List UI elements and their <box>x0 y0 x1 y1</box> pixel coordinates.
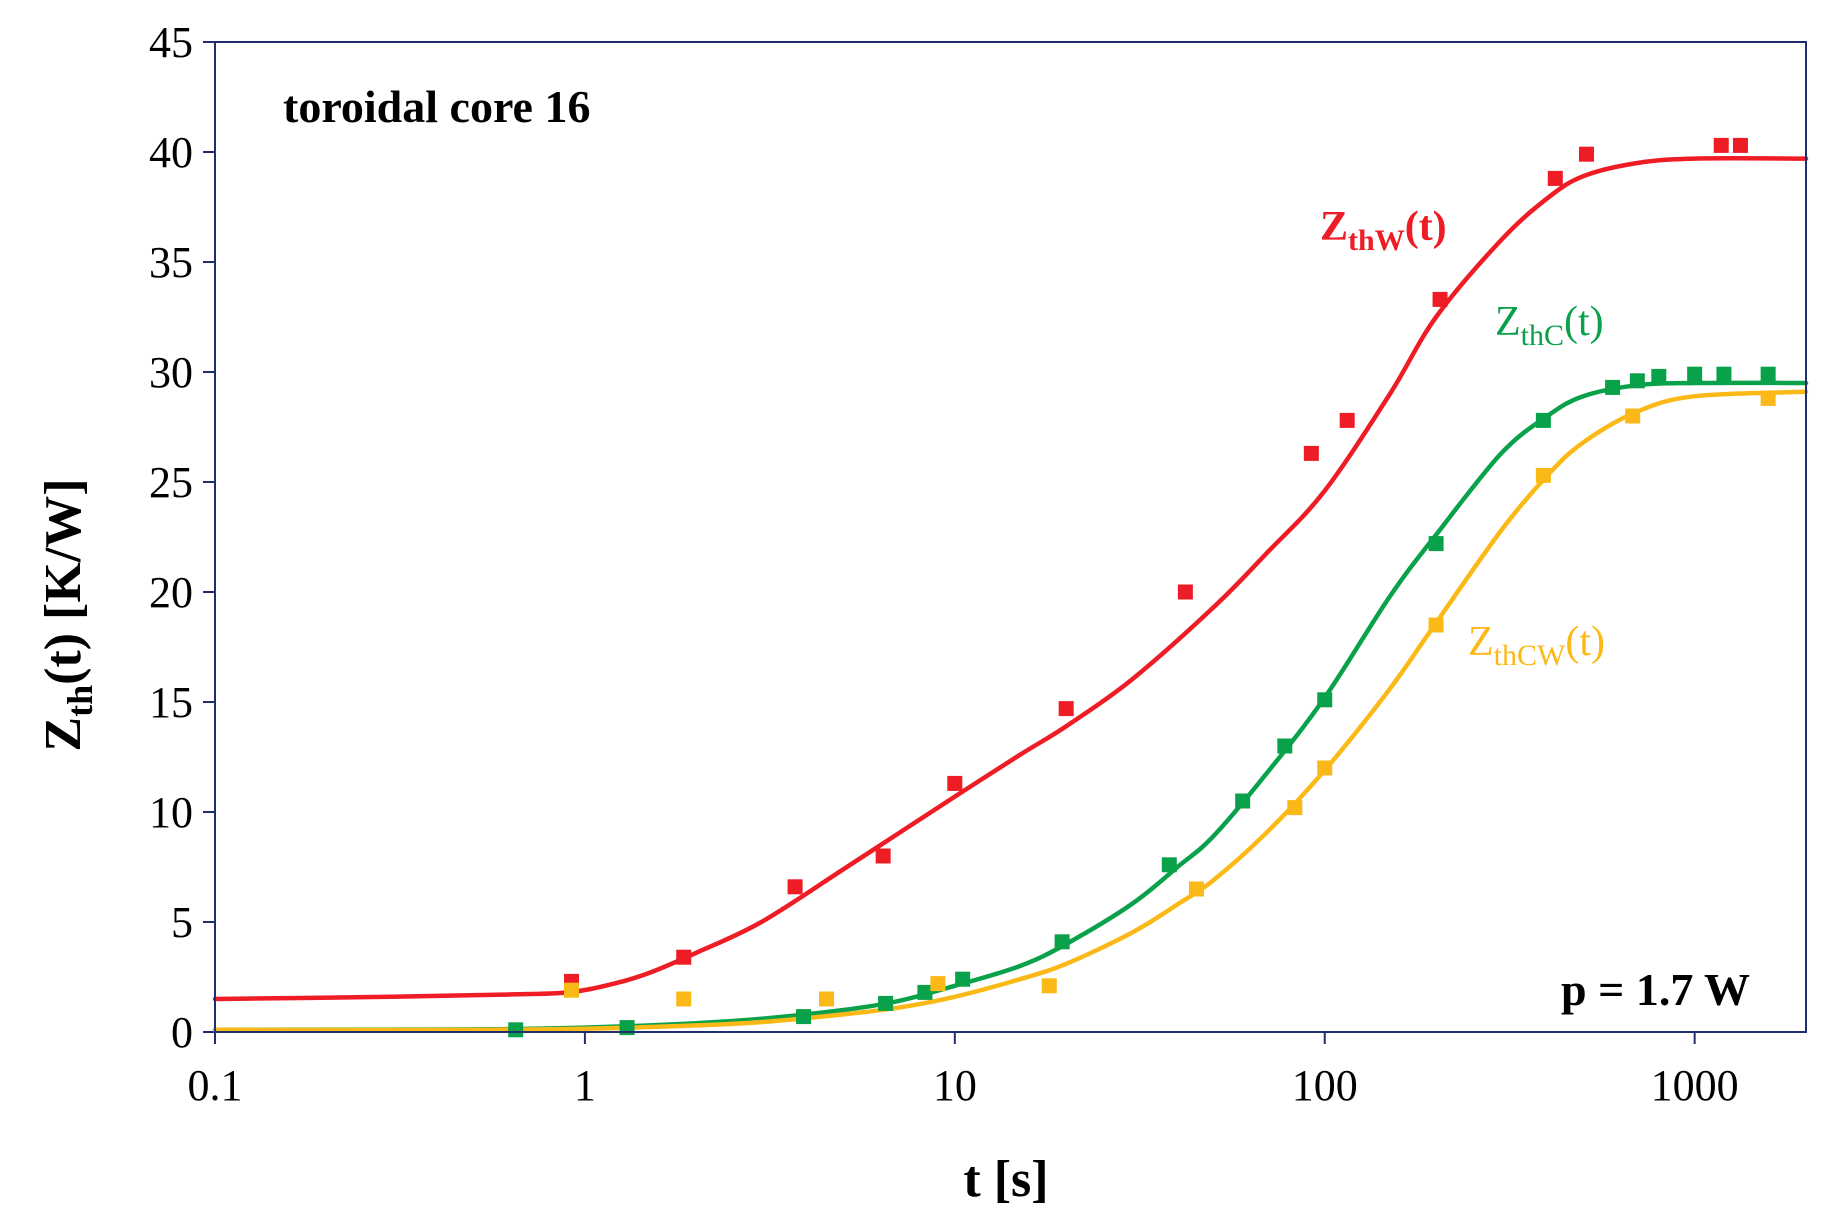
y-axis-title-suffix: (t) [K/W] <box>35 478 92 684</box>
data-point-ZthC(t) <box>1054 934 1070 950</box>
data-point-ZthCW(t) <box>1188 881 1204 897</box>
measured-points-layer <box>508 137 1776 1038</box>
y-tick-label: 0 <box>171 1008 193 1057</box>
data-point-ZthCW(t) <box>564 982 580 998</box>
y-axis-title-main: Z <box>35 717 92 752</box>
data-point-ZthC(t) <box>1235 793 1251 809</box>
series-label-zthcw: ZthCW(t) <box>1468 619 1605 672</box>
data-point-ZthC(t) <box>1428 536 1444 552</box>
data-point-ZthC(t) <box>1716 366 1732 382</box>
series-label-zthc: ZthC(t) <box>1495 299 1604 352</box>
data-point-ZthW(t) <box>1432 291 1448 307</box>
fit-curves-layer <box>212 156 1809 1033</box>
y-tick-label: 20 <box>149 568 193 617</box>
data-point-ZthW(t) <box>1303 445 1319 461</box>
data-point-ZthW(t) <box>947 775 963 791</box>
data-point-ZthC(t) <box>1317 692 1333 708</box>
y-axis-title: Zth(t) [K/W] <box>35 478 100 751</box>
data-point-ZthC(t) <box>1161 857 1177 873</box>
data-point-ZthC(t) <box>878 995 894 1011</box>
data-point-ZthCW(t) <box>930 976 946 992</box>
data-point-ZthW(t) <box>787 879 803 895</box>
x-tick-label: 1 <box>574 1061 596 1110</box>
series-labels: ZthW(t) ZthC(t) ZthCW(t) <box>1320 204 1605 672</box>
data-point-ZthW(t) <box>1058 701 1074 717</box>
data-point-ZthC(t) <box>955 971 971 987</box>
data-point-ZthW(t) <box>1177 584 1193 600</box>
data-point-ZthC(t) <box>1760 366 1776 382</box>
data-point-ZthC(t) <box>1629 373 1645 389</box>
data-point-ZthCW(t) <box>1535 467 1551 483</box>
data-point-ZthCW(t) <box>1428 617 1444 633</box>
data-point-ZthW(t) <box>875 848 891 864</box>
data-point-ZthCW(t) <box>1760 390 1776 406</box>
fit-curve-ZthCW(t) <box>212 389 1809 1033</box>
y-tick-label: 10 <box>149 788 193 837</box>
data-point-ZthW(t) <box>1547 170 1563 186</box>
y-tick-label: 45 <box>149 18 193 67</box>
x-tick-label: 1000 <box>1651 1061 1739 1110</box>
x-tick-label: 0.1 <box>188 1061 243 1110</box>
y-tick-label: 35 <box>149 238 193 287</box>
data-point-ZthC(t) <box>1651 368 1667 384</box>
series-label-zthw: ZthW(t) <box>1320 204 1447 257</box>
data-point-ZthCW(t) <box>676 991 692 1007</box>
power-annotation: p = 1.7 W <box>1561 964 1750 1015</box>
y-tick-label: 15 <box>149 678 193 727</box>
data-point-ZthCW(t) <box>1287 800 1303 816</box>
fit-curve-ZthW(t) <box>212 156 1809 1002</box>
y-tick-label: 30 <box>149 348 193 397</box>
data-point-ZthCW(t) <box>1625 408 1641 424</box>
fit-curve-ZthC(t) <box>212 380 1809 1033</box>
data-point-ZthC(t) <box>917 984 933 1000</box>
data-point-ZthW(t) <box>1713 137 1729 153</box>
x-axis-title: t [s] <box>963 1151 1048 1208</box>
y-tick-label: 5 <box>171 898 193 947</box>
data-point-ZthW(t) <box>1339 412 1355 428</box>
data-point-ZthC(t) <box>1277 738 1293 754</box>
plot-frame <box>214 41 1807 1033</box>
x-tick-label: 100 <box>1292 1061 1358 1110</box>
chart-title: toroidal core 16 <box>283 81 590 132</box>
data-point-ZthW(t) <box>1732 137 1748 153</box>
data-point-ZthCW(t) <box>819 991 835 1007</box>
data-point-ZthCW(t) <box>1041 978 1057 994</box>
x-tick-label: 10 <box>933 1061 977 1110</box>
data-point-ZthC(t) <box>1687 366 1703 382</box>
y-tick-label: 25 <box>149 458 193 507</box>
data-point-ZthC(t) <box>1535 412 1551 428</box>
data-point-ZthC(t) <box>1605 379 1621 395</box>
data-point-ZthC(t) <box>796 1009 812 1025</box>
y-tick-label: 40 <box>149 128 193 177</box>
data-point-ZthCW(t) <box>1317 760 1333 776</box>
axis-ticks-layer: 0 5 10 15 20 25 30 35 40 45 0.1 1 10 100 1000 <box>149 18 1739 1110</box>
data-point-ZthW(t) <box>1578 146 1594 162</box>
data-point-ZthW(t) <box>676 949 692 965</box>
y-axis-title-sub: th <box>60 685 100 717</box>
data-point-ZthC(t) <box>508 1022 524 1038</box>
